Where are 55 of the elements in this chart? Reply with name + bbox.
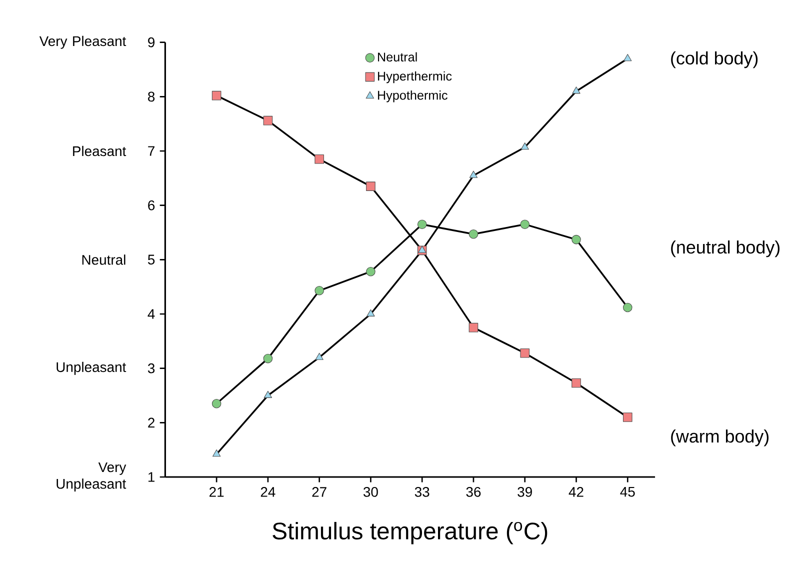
point (468, 322, 478, 332)
point (264, 390, 272, 398)
legend-label: Hypothermic (378, 90, 448, 102)
x-tick-label: 33 (414, 486, 430, 497)
text: Very Unpleasant (56, 462, 126, 492)
x-tick-label: 36 (466, 486, 481, 497)
point (572, 86, 580, 94)
point (520, 220, 530, 229)
x-tick-label: 21 (210, 486, 224, 497)
x-axis-title: Stimulus temperature ($^{o}$C) (272, 522, 548, 544)
point (212, 449, 221, 457)
text: Very Pleasant (39, 36, 126, 49)
y-tick-label: 8 (148, 92, 155, 102)
legend-label: Hyperthermic (378, 71, 452, 84)
x-tick-label: 45 (620, 486, 635, 497)
x-tick-label: 24 (260, 486, 276, 497)
y-tick-label: 7 (148, 146, 154, 156)
point (622, 302, 632, 312)
y-tick-label: 9 (148, 37, 154, 48)
point (520, 348, 530, 358)
x-tick-label: 39 (518, 486, 532, 497)
point (622, 412, 632, 422)
x-tick-label: 42 (568, 486, 584, 497)
y-tick-label: 4 (148, 309, 155, 319)
point (366, 266, 376, 276)
point (469, 170, 478, 178)
point (572, 378, 581, 388)
point (624, 54, 632, 62)
point (212, 90, 222, 100)
legend-label: Neutral (378, 52, 417, 62)
point (263, 116, 273, 126)
y-tick-label: 6 (148, 200, 155, 210)
x-tick-label: 30 (363, 486, 378, 497)
text: (neutral body) (671, 240, 780, 258)
point (212, 398, 222, 408)
point (572, 234, 581, 244)
y-tick-label: 3 (148, 363, 155, 374)
text: Neutral (82, 254, 126, 265)
point (314, 154, 324, 164)
text: Pleasant (73, 146, 126, 156)
y-tick-label: 5 (148, 254, 155, 264)
text: Unpleasant (56, 362, 126, 375)
text: (cold body) (671, 51, 758, 68)
point (263, 354, 273, 364)
x-tick-label: 27 (312, 486, 326, 497)
point (520, 142, 529, 150)
point (366, 182, 376, 191)
text: (warm body) (671, 429, 769, 446)
point (468, 229, 478, 239)
point (366, 309, 375, 316)
point (315, 352, 324, 360)
y-tick-label: 2 (148, 418, 154, 428)
y-tick-label: 1 (148, 472, 154, 482)
point (417, 220, 427, 229)
point (314, 286, 324, 296)
